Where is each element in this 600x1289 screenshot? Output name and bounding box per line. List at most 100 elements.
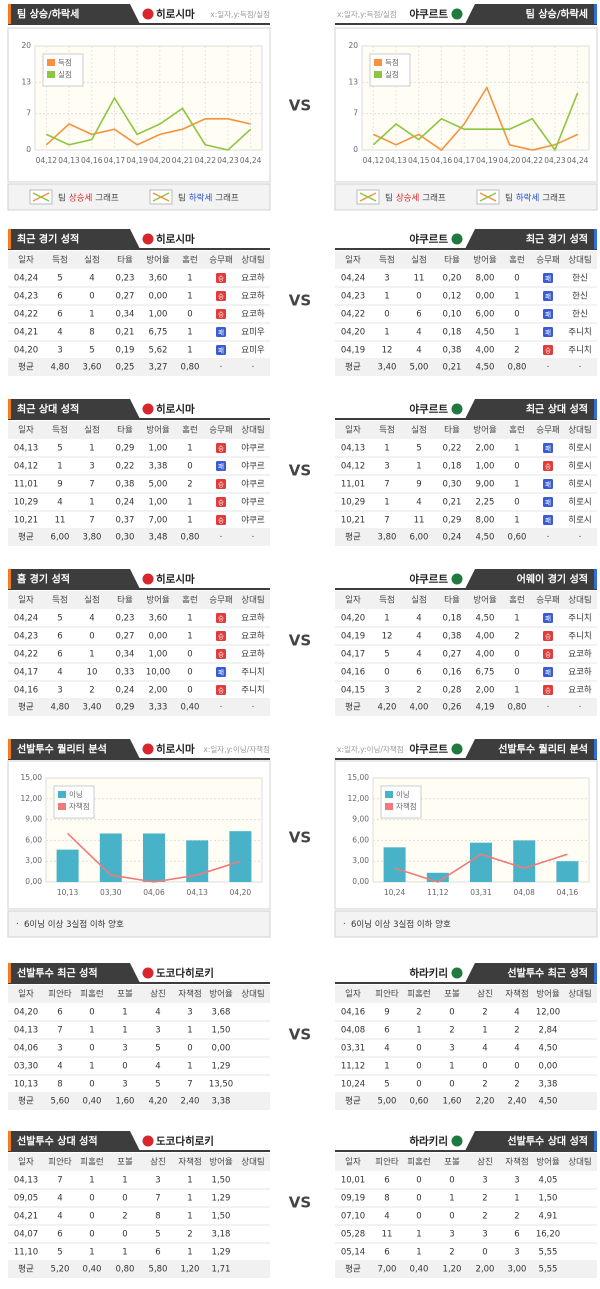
legend-suffix: 그래프: [542, 193, 566, 203]
table-cell: 0: [416, 292, 421, 302]
table-cell: 11: [382, 1230, 393, 1240]
table-cell: 4: [89, 274, 94, 284]
table-cell: 5: [57, 614, 62, 624]
result-label: 패: [545, 444, 551, 453]
legend-suffix: 그래프: [215, 193, 239, 203]
table-cell: 7: [89, 480, 94, 490]
legend-label: 자책점: [69, 801, 90, 811]
table-cell: 04,13: [341, 444, 365, 454]
table-cell: 9: [384, 1008, 389, 1018]
table-cell: 3: [122, 1080, 127, 1090]
table-cell: 1: [57, 462, 62, 472]
legend-label: 이닝: [69, 789, 83, 799]
legend-text: 팀 하락세 그래프: [505, 192, 566, 203]
header-accent: [594, 399, 597, 419]
result-icon: [543, 649, 553, 659]
table-cell: 04,24: [14, 614, 38, 624]
table-cell: 1,00: [149, 444, 168, 454]
table-cell: 3: [155, 1176, 160, 1186]
column-header: 득점: [52, 595, 68, 606]
result-label: 승: [218, 499, 224, 507]
table-cell: 1: [187, 1212, 192, 1222]
average-row-bg: [335, 1092, 597, 1110]
section-title: 선발투수 최근 성적: [17, 967, 98, 980]
table-cell: 요코하: [241, 631, 265, 642]
table-cell: 3: [384, 274, 389, 284]
table-cell: 1,29: [212, 1062, 231, 1072]
table-cell: 야쿠르: [241, 461, 265, 472]
y-tick-label: 3,00: [352, 856, 369, 865]
header-accent: [8, 4, 11, 24]
table-cell: 한신: [572, 292, 588, 302]
table-cell: 한신: [572, 274, 588, 284]
average-cell: ·: [579, 703, 582, 713]
team-logo: [451, 8, 463, 20]
table-cell: 0,27: [116, 292, 135, 302]
average-cell: 3,80: [378, 533, 397, 543]
column-header: 타율: [117, 596, 133, 606]
table-cell: 5: [57, 274, 62, 284]
table-cell: 1: [187, 1194, 192, 1204]
x-tick-label: 04,17: [104, 156, 126, 165]
column-header: 일자: [345, 256, 361, 266]
column-header: 홈런: [509, 425, 525, 436]
table-cell: 04,23: [341, 292, 365, 302]
table-cell: 6,75: [476, 668, 495, 678]
table-cell: 2: [514, 1026, 519, 1036]
table-cell: 0: [482, 1062, 487, 1072]
table-cell: 8: [89, 328, 94, 338]
table-cell: 3: [514, 1176, 519, 1186]
column-header-bg: [8, 251, 270, 269]
average-cell: 0,29: [116, 703, 135, 713]
result-icon: [543, 291, 553, 301]
bar: [56, 849, 79, 882]
table-cell: 4: [89, 614, 94, 624]
column-header: 상대팀: [568, 255, 591, 266]
table-cell: 8,00: [476, 274, 495, 284]
table-cell: 1: [514, 444, 519, 454]
table-cell: 히로시: [568, 497, 591, 508]
table-cell: 1: [384, 292, 389, 302]
table-cell: 주니치: [568, 613, 591, 624]
table-cell: 0,12: [443, 292, 462, 302]
table-cell: 0: [122, 1194, 127, 1204]
average-cell: 0,30: [116, 533, 135, 543]
average-cell: 1,60: [116, 1097, 135, 1107]
table-cell: 1: [416, 1230, 421, 1240]
section-title: 선발투수 퀄리티 분석: [17, 743, 107, 756]
column-header: 실점: [411, 425, 427, 436]
average-cell: 평균: [18, 702, 34, 713]
column-header: 일자: [345, 990, 361, 1000]
table-cell: 4: [416, 632, 421, 642]
table-cell: 1: [122, 1008, 127, 1018]
column-header: 실점: [411, 595, 427, 606]
average-cell: 2,20: [476, 1097, 495, 1107]
column-header: 상대팀: [241, 595, 264, 606]
table-cell: 1: [187, 328, 192, 338]
header-accent: [594, 229, 597, 249]
column-header: 실점: [84, 425, 100, 436]
header-bar: [8, 739, 140, 759]
y-tick-label: 12,00: [348, 794, 370, 803]
average-cell: 5,20: [51, 1265, 70, 1275]
legend-text: 팀 하락세 그래프: [178, 192, 239, 203]
table-cell: 2,00: [149, 686, 168, 696]
table-cell: 10: [87, 668, 98, 678]
table-cell: 0,29: [116, 444, 135, 454]
table-cell: 4: [57, 498, 62, 508]
table-cell: 주니치: [568, 631, 591, 642]
y-tick-label: 7: [353, 109, 358, 118]
table-cell: 3: [155, 1026, 160, 1036]
average-cell: 0,80: [508, 363, 527, 373]
table-cell: 12: [382, 632, 393, 642]
legend-prefix: 팀: [505, 192, 513, 203]
average-cell: 4,80: [51, 703, 70, 713]
table-cell: 8: [155, 1212, 160, 1222]
x-tick-label: 04,16: [557, 888, 579, 897]
column-header: 피안타: [48, 1157, 72, 1168]
table-cell: 12: [382, 346, 393, 356]
table-cell: 3: [482, 1230, 487, 1240]
table-cell: 04,13: [14, 1026, 38, 1036]
table-cell: 0,29: [443, 516, 462, 526]
y-tick-label: 3,00: [25, 856, 42, 865]
